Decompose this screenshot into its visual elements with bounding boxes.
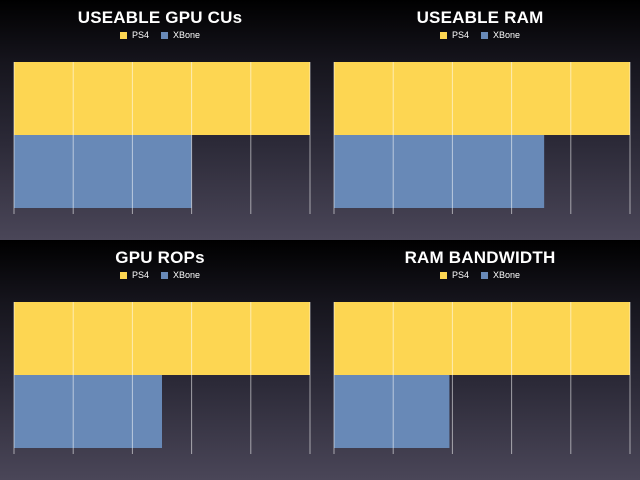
legend-label-ps4: PS4 [451,270,469,280]
legend: PS4 XBone [320,270,640,280]
bar-ps4 [14,62,310,135]
bar-plot [13,62,311,214]
legend-item-xbone: XBone [480,30,521,40]
legend-swatch-xbone [480,31,488,39]
bar-xbone [334,375,450,448]
legend-item-xbone: XBone [160,270,201,280]
legend-item-xbone: XBone [160,30,201,40]
bar-ps4 [334,62,630,135]
chart-panel-gpu-cus: USEABLE GPU CUs PS4 XBone [0,0,320,240]
bar-ps4 [334,302,630,375]
bar-xbone [14,135,192,208]
bar-xbone [334,135,545,208]
bar-plot [333,302,631,454]
legend: PS4 XBone [0,30,320,40]
legend-swatch-ps4 [119,31,127,39]
legend: PS4 XBone [0,270,320,280]
chart-title: USEABLE GPU CUs [77,8,243,27]
legend-item-ps4: PS4 [119,270,149,280]
legend-swatch-xbone [160,31,168,39]
legend-label-xbone: XBone [172,30,201,40]
legend-label-ps4: PS4 [451,30,469,40]
legend-swatch-ps4 [119,271,127,279]
legend-label-ps4: PS4 [131,270,149,280]
legend-swatch-xbone [160,271,168,279]
legend: PS4 XBone [320,30,640,40]
legend-item-ps4: PS4 [439,270,469,280]
chart-title: GPU ROPs [115,248,205,267]
legend-item-xbone: XBone [480,270,521,280]
legend-swatch-ps4 [439,31,447,39]
chart-panel-ram: USEABLE RAM PS4 XBone [320,0,640,240]
legend-label-xbone: XBone [492,270,521,280]
legend-label-xbone: XBone [492,30,521,40]
legend-label-xbone: XBone [172,270,201,280]
legend-label-ps4: PS4 [131,30,149,40]
bar-ps4 [14,302,310,375]
bar-xbone [14,375,162,448]
chart-panel-rops: GPU ROPs PS4 XBone [0,240,320,480]
legend-item-ps4: PS4 [439,30,469,40]
chart-title: USEABLE RAM [416,8,544,27]
legend-swatch-xbone [480,271,488,279]
chart-title: RAM BANDWIDTH [404,248,556,267]
chart-panel-bandwidth: RAM BANDWIDTH PS4 XBone [320,240,640,480]
legend-swatch-ps4 [439,271,447,279]
legend-item-ps4: PS4 [119,30,149,40]
bar-plot [13,302,311,454]
bar-plot [333,62,631,214]
